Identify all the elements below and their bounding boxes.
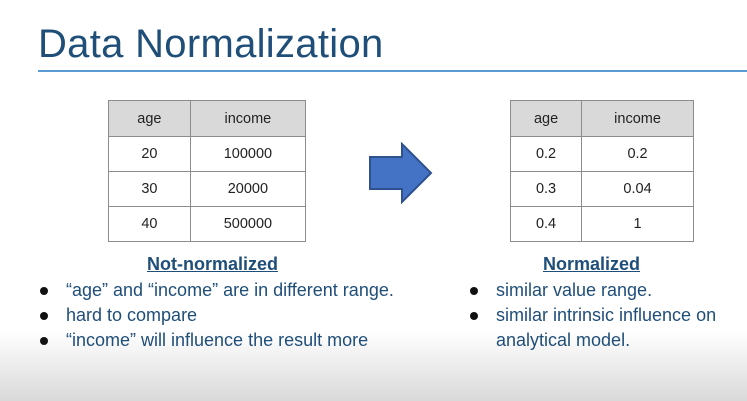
bullet-text: “income” will influence the result more [66, 330, 369, 350]
table-row: 40 500000 [108, 206, 307, 242]
background-fade [0, 331, 747, 401]
bullet-dot-icon [40, 287, 48, 295]
table-row: 0.3 0.04 [509, 171, 694, 207]
table-row: 0.2 0.2 [509, 136, 694, 172]
table-cell: 20000 [189, 171, 307, 207]
title-underline [38, 70, 747, 72]
list-item: “age” and “income” are in different rang… [40, 278, 400, 303]
table-cell: 40 [108, 206, 191, 242]
table-row: 30 20000 [108, 171, 307, 207]
table-header-row: age income [108, 100, 307, 137]
bullet-text: “age” and “income” are in different rang… [66, 280, 394, 300]
bullet-dot-icon [40, 312, 48, 320]
table-cell: 20 [108, 136, 191, 172]
table-row: 20 100000 [108, 136, 307, 172]
bullet-text: hard to compare [66, 305, 198, 325]
table-cell: 0.4 [509, 206, 583, 242]
table-cell: 500000 [189, 206, 307, 242]
table-header-cell: income [189, 100, 307, 137]
normalized-table: age income 0.2 0.2 0.3 0.04 0.4 1 [509, 100, 694, 242]
not-normalized-table: age income 20 100000 30 20000 40 500000 [108, 100, 307, 242]
table-cell: 0.04 [581, 171, 694, 207]
table-cell: 30 [108, 171, 191, 207]
bullet-text: similar intrinsic influence on analytica… [496, 305, 717, 350]
bullet-dot-icon [40, 337, 48, 345]
list-item: similar value range. [470, 278, 747, 303]
list-item: “income” will influence the result more [40, 328, 400, 353]
normalized-bullet-list: similar value range. similar intrinsic i… [470, 278, 747, 353]
list-item: hard to compare [40, 303, 400, 328]
table-cell: 0.2 [509, 136, 583, 172]
table-cell: 1 [581, 206, 694, 242]
normalized-heading: Normalized [543, 254, 641, 274]
table-cell: 0.3 [509, 171, 583, 207]
not-normalized-heading: Not-normalized [147, 254, 279, 274]
bullet-text: similar value range. [496, 280, 653, 300]
table-header-cell: age [108, 100, 191, 137]
bullet-dot-icon [470, 287, 478, 295]
table-cell: 0.2 [581, 136, 694, 172]
table-header-cell: income [581, 100, 694, 137]
list-item: similar intrinsic influence on analytica… [470, 303, 747, 353]
slide-title: Data Normalization [38, 22, 384, 66]
table-header-row: age income [509, 100, 694, 137]
table-header-cell: age [509, 100, 583, 137]
right-arrow-icon [369, 142, 433, 204]
not-normalized-bullet-list: “age” and “income” are in different rang… [40, 278, 400, 353]
table-cell: 100000 [189, 136, 307, 172]
bullet-dot-icon [470, 312, 478, 320]
table-row: 0.4 1 [509, 206, 694, 242]
